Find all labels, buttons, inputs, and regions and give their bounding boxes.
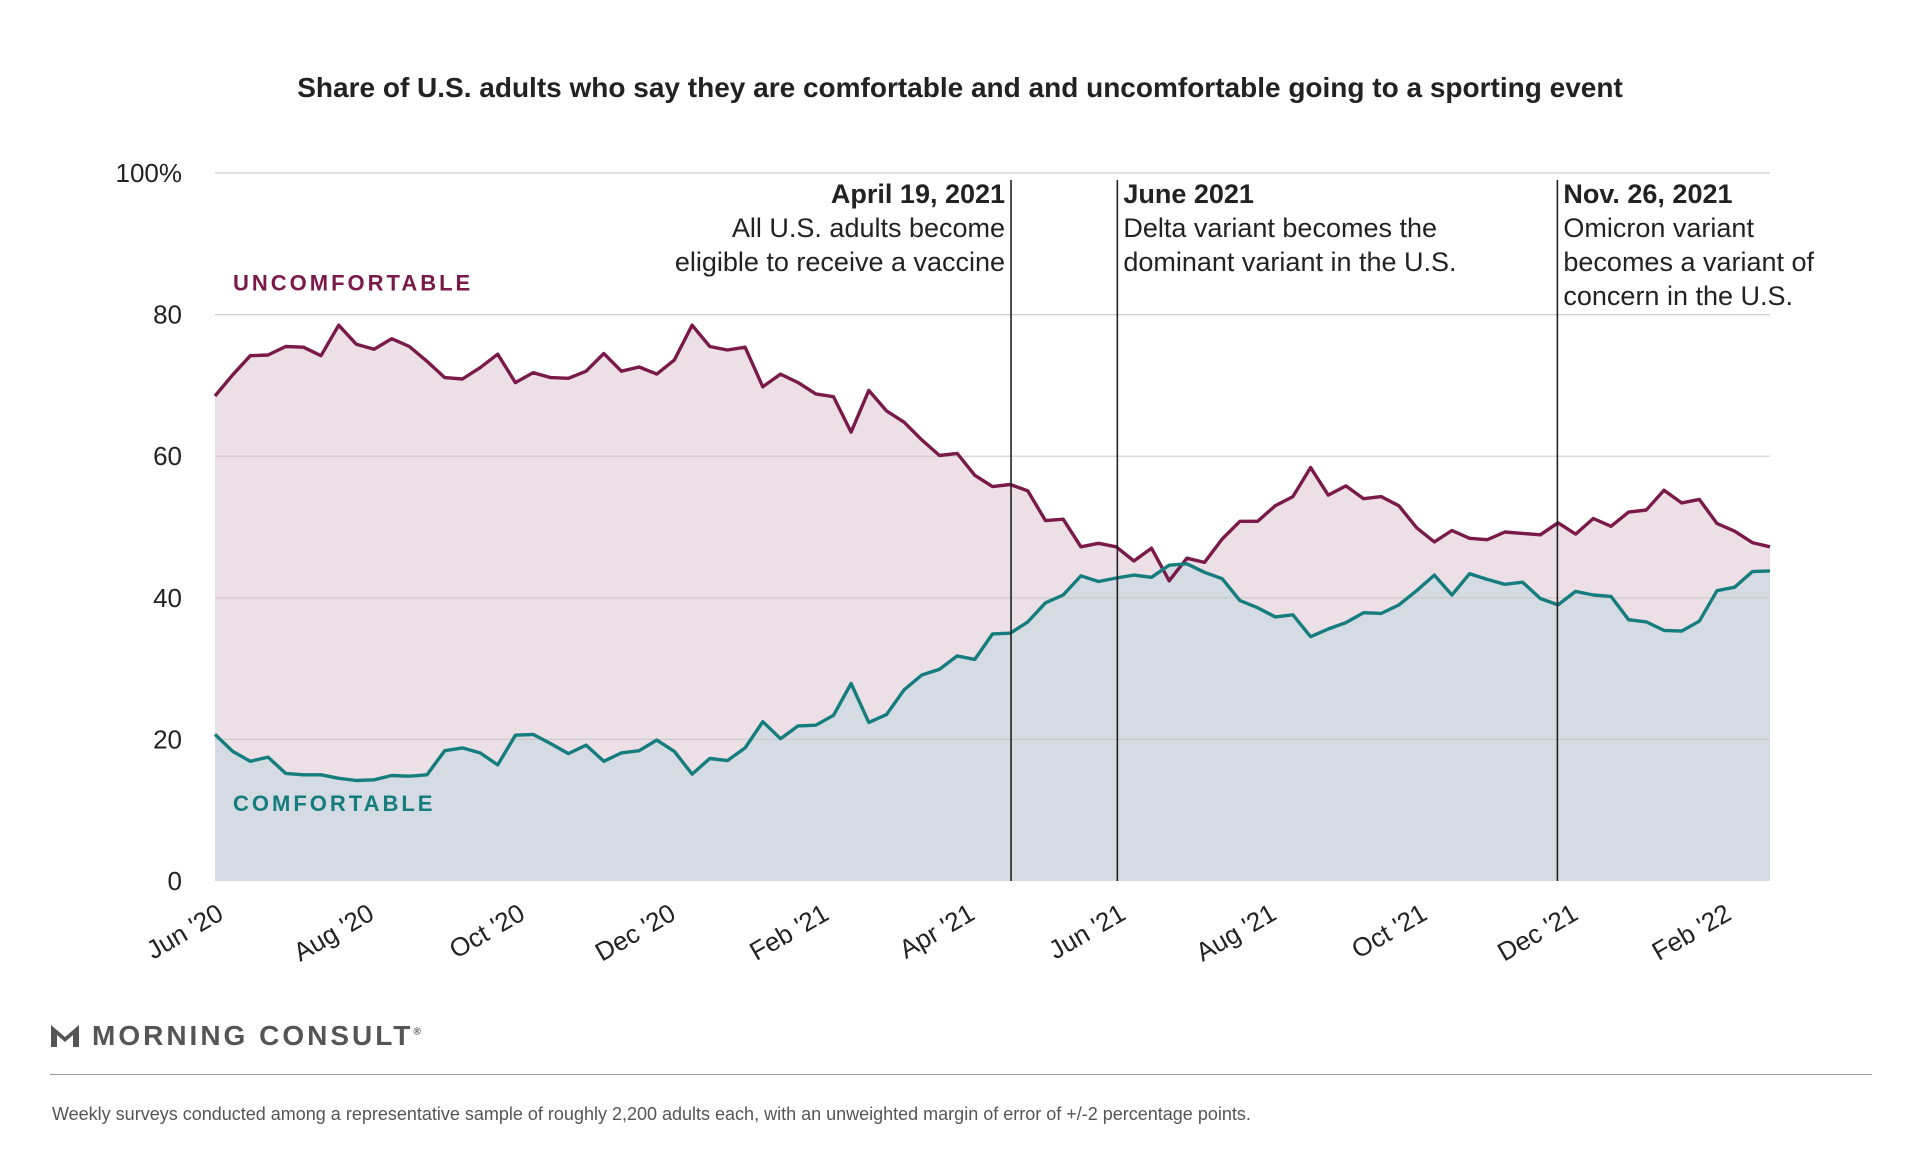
annotation-text: Omicron variant <box>1563 213 1754 243</box>
annotations: April 19, 2021 All U.S. adults become elig… <box>675 179 1815 881</box>
footnote: Weekly surveys conducted among a represe… <box>52 1104 1251 1124</box>
gridlines <box>215 172 1770 741</box>
annotation-text: eligible to receive a vaccine <box>675 247 1005 277</box>
annotation-title: June 2021 <box>1123 179 1254 209</box>
chart-title: Share of U.S. adults who say they are co… <box>297 72 1623 103</box>
x-tick-label: Jun '21 <box>1043 898 1130 965</box>
annotation-text: Delta variant becomes the <box>1123 213 1437 243</box>
y-tick-label: 60 <box>153 441 182 471</box>
series-labels: UNCOMFORTABLE COMFORTABLE <box>233 271 473 816</box>
brand-registered-mark: ® <box>413 1026 424 1038</box>
y-tick-label: 80 <box>153 300 182 330</box>
x-tick-label: Jun '20 <box>141 898 228 965</box>
annotation-title: April 19, 2021 <box>831 179 1005 209</box>
uncomfortable-label: UNCOMFORTABLE <box>233 271 473 296</box>
y-tick-label: 40 <box>153 583 182 613</box>
x-tick-label: Oct '21 <box>1346 898 1432 965</box>
comfortable-area <box>215 563 1770 881</box>
annotation-text: concern in the U.S. <box>1563 281 1793 311</box>
series-lines <box>213 323 1771 783</box>
annotation-title: Nov. 26, 2021 <box>1563 179 1732 209</box>
x-tick-label: Feb '21 <box>744 898 833 967</box>
annotation-text: becomes a variant of <box>1563 247 1814 277</box>
uncomfortable-area <box>215 325 1770 781</box>
y-tick-label: 100% <box>116 158 183 188</box>
uncomfortable-line <box>213 323 1771 583</box>
brand: MORNING CONSULT® <box>50 1018 424 1054</box>
y-tick-label: 0 <box>168 866 182 896</box>
x-tick-label: Aug '21 <box>1190 898 1281 968</box>
x-tick-label: Dec '21 <box>1492 898 1583 968</box>
annotation-text: dominant variant in the U.S. <box>1123 247 1456 277</box>
comfortable-label: COMFORTABLE <box>233 791 435 816</box>
morning-consult-logo-icon <box>51 1025 79 1047</box>
x-tick-label: Apr '21 <box>894 898 980 965</box>
area-fills <box>215 325 1770 881</box>
footer-divider <box>50 1074 1872 1075</box>
comfortable-line <box>213 562 1771 783</box>
annotation-text: All U.S. adults become <box>732 213 1005 243</box>
y-tick-label: 20 <box>153 724 182 754</box>
x-tick-label: Aug '20 <box>288 898 379 968</box>
x-tick-label: Dec '20 <box>590 898 681 968</box>
x-tick-label: Feb '22 <box>1647 898 1736 967</box>
x-tick-label: Oct '20 <box>444 898 530 965</box>
brand-name: MORNING CONSULT® <box>92 1020 424 1051</box>
